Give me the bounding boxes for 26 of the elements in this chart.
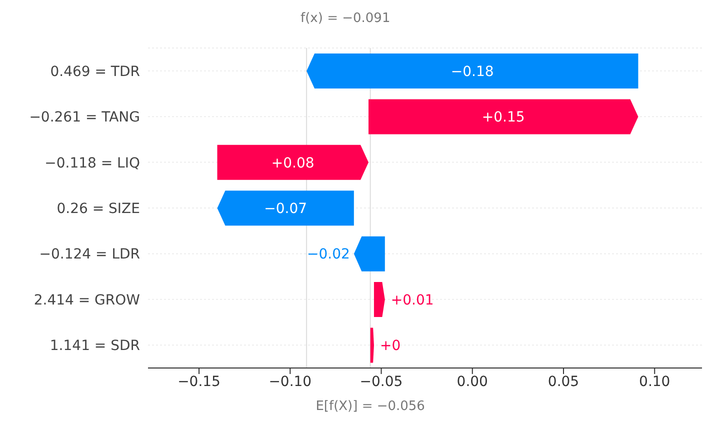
data-label: +0.01: [390, 292, 434, 308]
bar: [306, 53, 638, 88]
y-tick-label: 1.141 = SDR: [50, 338, 140, 354]
ref-line-label: f(x) = −0.091: [300, 11, 390, 26]
data-label: +0.15: [482, 110, 525, 126]
x-tick-label: −0.10: [268, 374, 312, 390]
data-label: +0.08: [271, 155, 314, 172]
bar: [217, 144, 369, 180]
y-tick-label: 2.414 = GROW: [34, 292, 140, 308]
x-tick-label: 0.00: [456, 374, 488, 390]
x-tick-label: −0.05: [360, 374, 403, 390]
y-tick-label: 0.26 = SIZE: [56, 200, 140, 217]
data-label: −0.07: [264, 201, 308, 218]
x-tick-label: 0.10: [639, 374, 670, 390]
x-tick-label: 0.05: [548, 374, 580, 390]
y-tick-label: −0.118 = LIQ: [44, 155, 140, 172]
y-tick-label: −0.261 = TANG: [29, 110, 140, 126]
x-tick-label: −0.15: [178, 374, 220, 390]
ref-line-label: E[f(X)] = −0.056: [316, 399, 425, 414]
data-label: +0: [380, 338, 401, 354]
data-label: −0.02: [307, 246, 350, 263]
bar: [368, 99, 638, 134]
y-tick-label: −0.124 = LDR: [39, 246, 140, 263]
y-tick-label: 0.469 = TDR: [50, 64, 140, 80]
data-label: −0.18: [450, 64, 494, 80]
bar: [217, 190, 354, 226]
